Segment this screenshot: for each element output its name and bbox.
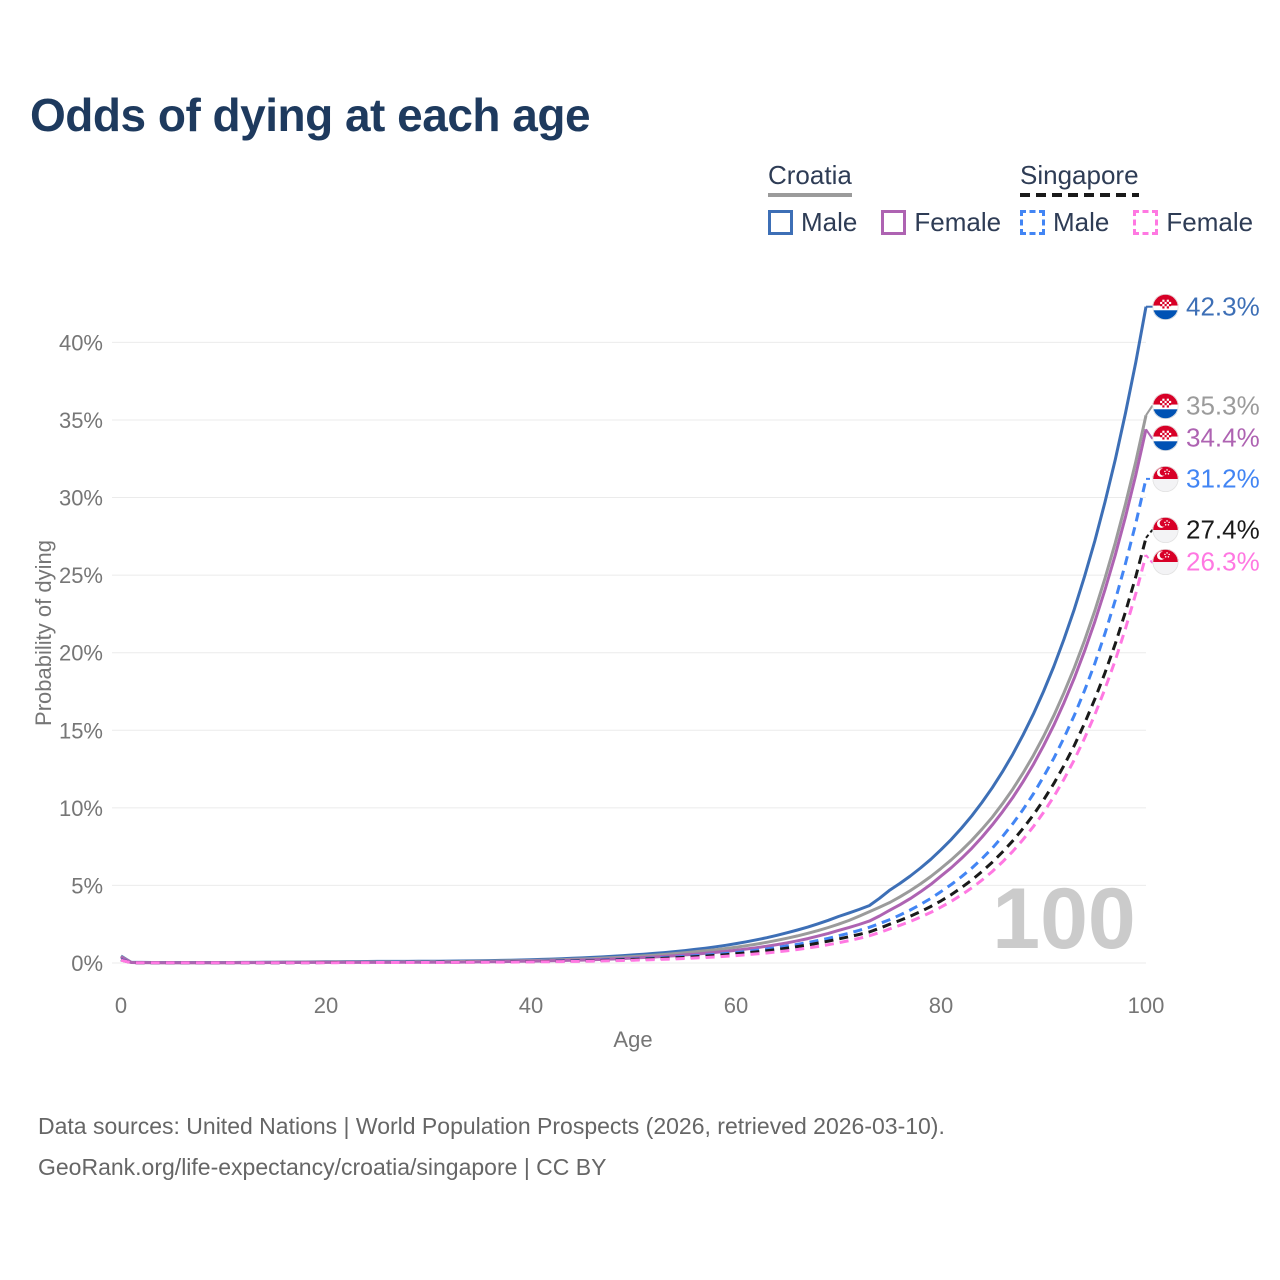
legend-item-croatia-male: Male	[768, 207, 857, 238]
chart-area: 0% 5% 10% 15% 20% 25% 30% 35% 40% 0 20 40 60 80 100 100…	[31, 291, 1260, 1052]
y-tick-label: 30%	[59, 486, 103, 511]
x-tick-label: 0	[115, 993, 127, 1018]
legend-item-singapore-male: Male	[1020, 207, 1109, 238]
x-tick-label: 80	[929, 993, 953, 1018]
y-tick-label: 10%	[59, 796, 103, 821]
legend-swatch	[768, 210, 793, 235]
y-tick-label: 25%	[59, 563, 103, 588]
footer-attribution: Data sources: United Nations | World Pop…	[38, 1106, 945, 1188]
x-tick-label: 60	[724, 993, 748, 1018]
page-title: Odds of dying at each age	[30, 89, 591, 141]
legend-swatch	[1020, 210, 1045, 235]
data-sources-line: Data sources: United Nations | World Pop…	[38, 1113, 945, 1139]
y-tick-label: 0%	[71, 951, 103, 976]
end-label-leader	[1145, 554, 1157, 564]
chart-canvas: 0% 5% 10% 15% 20% 25% 30% 35% 40% 0 20 40 60 80 100 100	[59, 305, 1165, 1018]
y-tick-label: 5%	[71, 873, 103, 898]
legend-group-croatia: Croatia Male Female	[768, 162, 1001, 238]
end-label-leader	[1145, 529, 1157, 539]
y-tick-label: 20%	[59, 641, 103, 666]
legend-country-line-sample	[1020, 193, 1139, 197]
legend-group-singapore: Singapore Male Female	[1020, 162, 1253, 238]
legend-swatch	[881, 210, 907, 235]
legend-country-name: Croatia	[768, 162, 852, 197]
legend-country-name: Singapore	[1020, 162, 1139, 197]
legend-item-label: Male	[801, 207, 858, 237]
end-label-leader	[1145, 405, 1157, 416]
x-axis-title: Age	[613, 1027, 653, 1052]
end-label-leader	[1145, 428, 1157, 440]
x-tick-label: 20	[314, 993, 338, 1018]
legend-item-singapore-female: Female	[1133, 207, 1253, 238]
legend: Croatia Male Female Singapore Male Female	[0, 0, 1280, 250]
legend-country-line-sample	[768, 193, 852, 197]
legend-item-label: Male	[1053, 207, 1110, 237]
series-line-singapore-female	[120, 554, 1148, 965]
y-tick-label: 15%	[59, 718, 103, 743]
legend-item-croatia-female: Female	[881, 207, 1001, 238]
y-tick-label: 40%	[59, 330, 103, 355]
legend-item-label: Female	[1166, 207, 1254, 237]
x-tick-label: 40	[519, 993, 543, 1018]
legend-item-label: Female	[914, 207, 1002, 237]
age-watermark: 100	[992, 871, 1136, 967]
y-tick-label: 35%	[59, 408, 103, 433]
x-tick-label: 100	[1128, 993, 1165, 1018]
y-axis-title: Probability of dying	[31, 540, 56, 726]
legend-swatch	[1133, 210, 1159, 235]
attribution-line: GeoRank.org/life-expectancy/croatia/sing…	[38, 1154, 607, 1180]
